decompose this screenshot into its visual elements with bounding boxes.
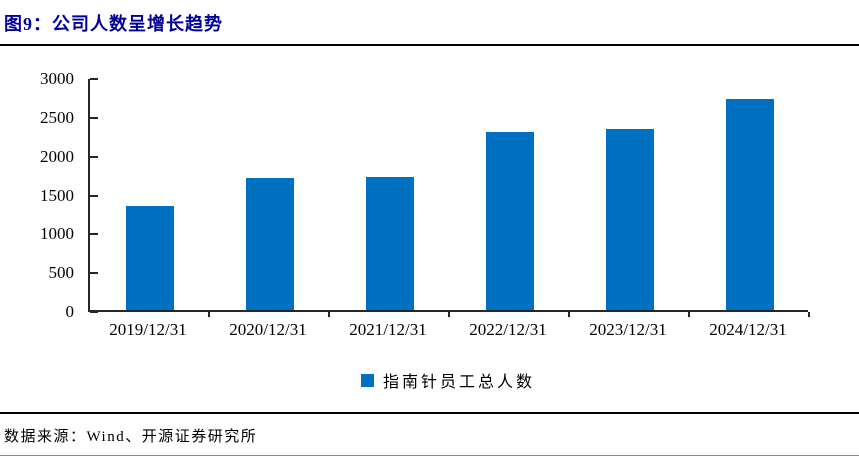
- x-axis-tick-label: 2024/12/31: [709, 320, 787, 339]
- y-axis-tick-label: 2000: [40, 146, 74, 166]
- x-axis-tick-label: 2020/12/31: [229, 320, 307, 339]
- y-axis-tick: [90, 311, 98, 313]
- x-axis-tick-label: 2019/12/31: [109, 320, 187, 339]
- chart-legend: 指南针员工总人数: [88, 368, 808, 392]
- title-divider-rule: [0, 44, 859, 46]
- y-axis-tick-label: 3000: [40, 69, 74, 88]
- x-axis-tick: [688, 312, 690, 317]
- legend-series-label: 指南针员工总人数: [382, 374, 535, 391]
- y-axis-tick: [90, 194, 98, 197]
- plot-area: [88, 78, 810, 317]
- bar-2022/12/31: [486, 132, 534, 310]
- figure-title: 图9：公司人数呈增长趋势: [4, 14, 223, 34]
- x-axis-tick-label: 2021/12/31: [349, 320, 427, 339]
- page-bottom-rule: [0, 455, 859, 456]
- y-axis-tick: [90, 233, 98, 236]
- y-axis-tick-label: 2500: [40, 107, 74, 127]
- bar-2019/12/31: [126, 206, 174, 310]
- data-source-note: 数据来源：Wind、开源证券研究所: [4, 429, 258, 445]
- y-axis-tick: [90, 78, 98, 80]
- x-axis-tick: [208, 312, 210, 317]
- y-axis-tick: [90, 116, 98, 119]
- y-axis-tick: [90, 272, 98, 275]
- y-axis-tick-label: 1000: [40, 224, 74, 244]
- x-axis-tick-label: 2023/12/31: [589, 320, 667, 339]
- bar-2023/12/31: [606, 129, 654, 310]
- x-axis-tick: [808, 312, 810, 317]
- bar-2020/12/31: [246, 178, 294, 310]
- bar-chart: 0 500 1000 1500 2000 2500 3000 2019/12/31 2020/…: [0, 52, 859, 402]
- footer-divider-rule: [0, 412, 859, 414]
- y-axis-tick-label: 0: [65, 302, 75, 321]
- bar-2024/12/31: [726, 99, 774, 310]
- bar-2021/12/31: [366, 177, 414, 310]
- x-axis-tick: [328, 312, 330, 317]
- x-axis-tick: [448, 312, 450, 317]
- y-axis-tick-label: 1500: [40, 185, 74, 205]
- y-axis-tick: [90, 155, 98, 158]
- y-axis-tick-label: 500: [48, 263, 75, 283]
- legend-series-marker-icon: [360, 373, 374, 387]
- x-axis-tick: [568, 312, 570, 317]
- x-axis-tick-label: 2022/12/31: [469, 320, 547, 339]
